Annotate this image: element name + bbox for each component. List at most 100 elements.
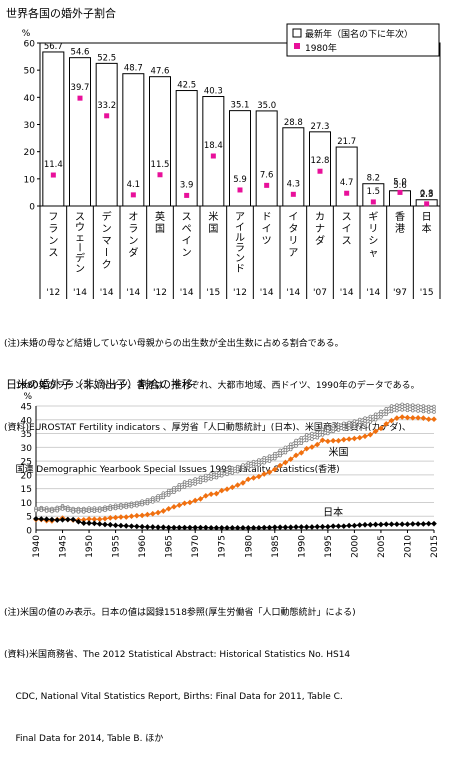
data-point-gray — [373, 412, 378, 417]
data-point-japan — [123, 523, 130, 529]
series-line-gray — [35, 406, 434, 511]
data-point-japan — [213, 524, 220, 531]
data-point-gray — [97, 509, 102, 513]
y-tick-label: 30 — [21, 444, 33, 454]
category-label-char: ス — [182, 212, 192, 223]
data-point-gray — [150, 500, 155, 504]
y-tick-label: 40 — [21, 416, 33, 426]
y-tick-label: 15 — [21, 485, 32, 495]
marker-value-label: 1.5 — [367, 187, 381, 197]
data-point-gray — [421, 409, 426, 414]
data-point-gray — [34, 508, 38, 513]
data-point-gray — [342, 421, 346, 426]
data-point-usa — [149, 510, 156, 517]
data-point-japan — [133, 523, 140, 530]
bar-value-label: 5.6 — [393, 181, 407, 191]
data-point-japan — [303, 524, 310, 530]
marker-value-label: 0.8 — [420, 189, 434, 199]
category-label-char: フ — [48, 212, 58, 223]
data-point-gray — [39, 508, 44, 513]
category-label-char: ェ — [75, 233, 85, 244]
x-tick-label: 2015 — [430, 535, 440, 558]
data-point-japan — [96, 521, 103, 527]
bar-value-label: 52.5 — [97, 53, 116, 63]
data-point-gray — [395, 403, 399, 407]
bar — [335, 146, 358, 207]
category-label-char: ー — [100, 247, 111, 257]
data-point-usa — [388, 417, 395, 424]
marker-value-label: 4.3 — [287, 179, 301, 189]
data-point-usa — [335, 437, 342, 444]
data-point-gray — [320, 430, 325, 434]
bar — [149, 76, 171, 207]
marker-value-label: 5.0 — [393, 177, 407, 187]
category-label-char: ア — [235, 212, 245, 223]
data-point-japan — [65, 516, 71, 523]
data-point-japan — [224, 524, 230, 531]
marker-value-label: 33.2 — [97, 101, 116, 111]
data-point-japan — [54, 517, 61, 523]
data-point-japan — [346, 522, 352, 529]
year-label: '14 — [126, 288, 140, 298]
data-point-gray — [405, 405, 410, 410]
data-point-usa — [425, 416, 432, 423]
data-point-japan — [144, 524, 151, 530]
data-point-gray — [294, 441, 298, 445]
series-line-gray — [35, 403, 434, 509]
data-point-gray — [145, 501, 150, 506]
data-point-gray — [44, 509, 49, 513]
data-point-japan — [378, 521, 384, 528]
data-point-usa — [399, 414, 405, 420]
x-tick-label: 1950 — [85, 535, 95, 558]
data-point-usa — [96, 516, 103, 523]
category-label-char: イ — [182, 236, 192, 247]
data-point-gray — [310, 434, 314, 439]
data-point-gray — [379, 409, 383, 414]
x-tick-label: 1995 — [324, 535, 334, 558]
marker-value-label: 11.4 — [44, 160, 63, 170]
data-point-gray — [60, 507, 65, 511]
category-label-char: デ — [102, 210, 112, 223]
data-point-gray — [71, 510, 75, 514]
data-point-japan — [351, 522, 358, 529]
marker-1980 — [317, 168, 323, 174]
data-point-japan — [420, 521, 427, 527]
data-point-usa — [86, 516, 92, 522]
bar-value-label: 28.8 — [284, 118, 303, 128]
data-point-gray — [76, 510, 81, 514]
category-label-char: ド — [262, 212, 272, 223]
bar-value-label: 8.2 — [367, 174, 381, 184]
data-point-usa — [245, 476, 252, 483]
data-point-gray — [426, 410, 431, 414]
data-point-gray — [214, 475, 219, 480]
data-point-gray — [347, 423, 351, 428]
data-point-usa — [91, 516, 98, 523]
data-point-japan — [415, 521, 421, 527]
data-point-japan — [118, 522, 124, 529]
category-label-char: ャ — [368, 248, 378, 259]
category-label-char: ツ — [262, 236, 272, 247]
category-label-char: ス — [342, 212, 352, 223]
data-point-usa — [171, 504, 177, 510]
year-label: '14 — [73, 288, 87, 298]
data-point-japan — [298, 524, 305, 530]
data-point-usa — [420, 415, 427, 421]
year-label: '15 — [420, 288, 434, 298]
data-point-japan — [155, 524, 161, 531]
data-point-gray — [405, 408, 410, 413]
data-point-gray — [352, 422, 357, 426]
bar — [175, 90, 198, 207]
category-label-char: ン — [128, 236, 138, 247]
data-point-gray — [225, 472, 229, 477]
category-label-char: ン — [235, 254, 245, 265]
y-tick-label: 0 — [29, 203, 35, 213]
data-point-usa — [165, 505, 172, 512]
data-point-japan — [218, 524, 225, 531]
data-point-gray — [230, 471, 235, 475]
data-point-usa — [80, 516, 87, 523]
data-point-gray — [267, 459, 272, 463]
data-point-usa — [293, 452, 299, 459]
data-point-gray — [384, 409, 388, 414]
data-point-usa — [102, 515, 108, 522]
bar — [255, 110, 278, 207]
